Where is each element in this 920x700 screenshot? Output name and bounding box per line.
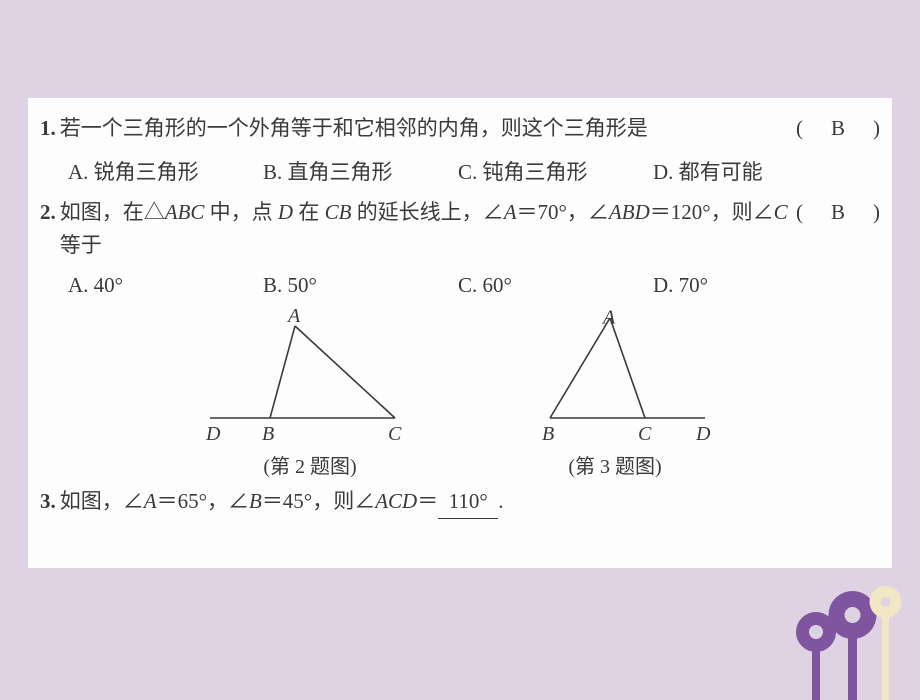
fig2-label-b: B: [262, 423, 274, 445]
fig2-label-a: A: [286, 308, 301, 327]
q1-row: 1. 若一个三角形的一个外角等于和它相邻的内角，则这个三角形是 ( B ): [40, 112, 880, 146]
q2-text: 如图，在△ABC 中，点 D 在 CB 的延长线上，∠A＝70°，∠ABD＝12…: [60, 196, 796, 263]
q3-t3: ＝45°，则∠: [262, 489, 375, 513]
decoration-icon: [756, 570, 906, 700]
fig2-label-c: C: [388, 423, 402, 445]
q3-answer: 110°: [438, 485, 498, 520]
q3-text: 如图，∠A＝65°，∠B＝45°，则∠ACD＝110°.: [60, 485, 880, 520]
q1-options: A. 锐角三角形 B. 直角三角形 C. 钝角三角形 D. 都有可能: [68, 156, 880, 186]
q2-t7: 等于: [60, 233, 102, 257]
q2-t1: 如图，在△: [60, 200, 165, 224]
q1-opt-a: A. 锐角三角形: [68, 156, 263, 186]
fig3-ab: [550, 318, 610, 418]
q2-answer: B: [824, 196, 852, 230]
q1-opt-d: D. 都有可能: [653, 156, 763, 186]
figures-row: A D B C (第 2 题图) A A B C D (第 3 题图): [40, 308, 880, 479]
fig2-label-d: D: [205, 423, 221, 445]
q2-answer-group: ( B ): [796, 196, 880, 230]
q2-a: A: [504, 200, 517, 224]
fig2-ab: [270, 326, 295, 418]
q2-t3: 在: [293, 200, 325, 224]
q2-cb: CB: [325, 200, 352, 224]
q3-b: B: [249, 489, 262, 513]
worksheet-box: 1. 若一个三角形的一个外角等于和它相邻的内角，则这个三角形是 ( B ) A.…: [28, 98, 892, 568]
fig3-svg: A A B C D: [510, 308, 720, 448]
q3-row: 3. 如图，∠A＝65°，∠B＝45°，则∠ACD＝110°.: [40, 485, 880, 520]
q3-t1: 如图，∠: [60, 489, 144, 513]
fig3-ac: [610, 318, 645, 418]
q2-t5: ＝70°，∠: [517, 200, 609, 224]
q2-t2: 中，点: [204, 200, 278, 224]
q1-opt-c: C. 钝角三角形: [458, 156, 653, 186]
fig2-caption: (第 2 题图): [263, 450, 356, 479]
q1-answer-group: ( B ): [796, 112, 880, 146]
q2-opt-c: C. 60°: [458, 273, 653, 298]
fig3-label-a: A: [601, 308, 616, 329]
fig3-caption: (第 3 题图): [568, 450, 661, 479]
q2-opt-b: B. 50°: [263, 273, 458, 298]
q1-text: 若一个三角形的一个外角等于和它相邻的内角，则这个三角形是: [60, 112, 796, 146]
q3-t5: .: [498, 489, 503, 513]
q2-row: 2. 如图，在△ABC 中，点 D 在 CB 的延长线上，∠A＝70°，∠ABD…: [40, 196, 880, 263]
q1-number: 1.: [40, 112, 56, 146]
q2-options: A. 40° B. 50° C. 60° D. 70°: [68, 273, 880, 298]
q1-opt-b: B. 直角三角形: [263, 156, 458, 186]
fig3-col: A A B C D (第 3 题图): [510, 308, 720, 479]
fig2-svg: A D B C: [200, 308, 420, 448]
q3-t2: ＝65°，∠: [157, 489, 249, 513]
fig2-col: A D B C (第 2 题图): [200, 308, 420, 479]
q3-acd: ACD: [375, 489, 417, 513]
q2-c: C: [774, 200, 788, 224]
fig3-label-c: C: [638, 423, 652, 445]
fig3-label-d: D: [695, 423, 711, 445]
q3-t4: ＝: [417, 489, 438, 513]
q3-number: 3.: [40, 485, 56, 519]
q2-abd: ABD: [609, 200, 650, 224]
q2-number: 2.: [40, 196, 56, 230]
q1-answer: B: [824, 112, 852, 146]
q2-t4: 的延长线上，∠: [351, 200, 503, 224]
q2-opt-a: A. 40°: [68, 273, 263, 298]
q2-d: D: [278, 200, 293, 224]
q2-opt-d: D. 70°: [653, 273, 708, 298]
fig3-label-b: B: [542, 423, 554, 445]
q3-a: A: [144, 489, 157, 513]
q2-abc: ABC: [165, 200, 205, 224]
q2-t6: ＝120°，则∠: [650, 200, 774, 224]
fig2-ac: [295, 326, 395, 418]
